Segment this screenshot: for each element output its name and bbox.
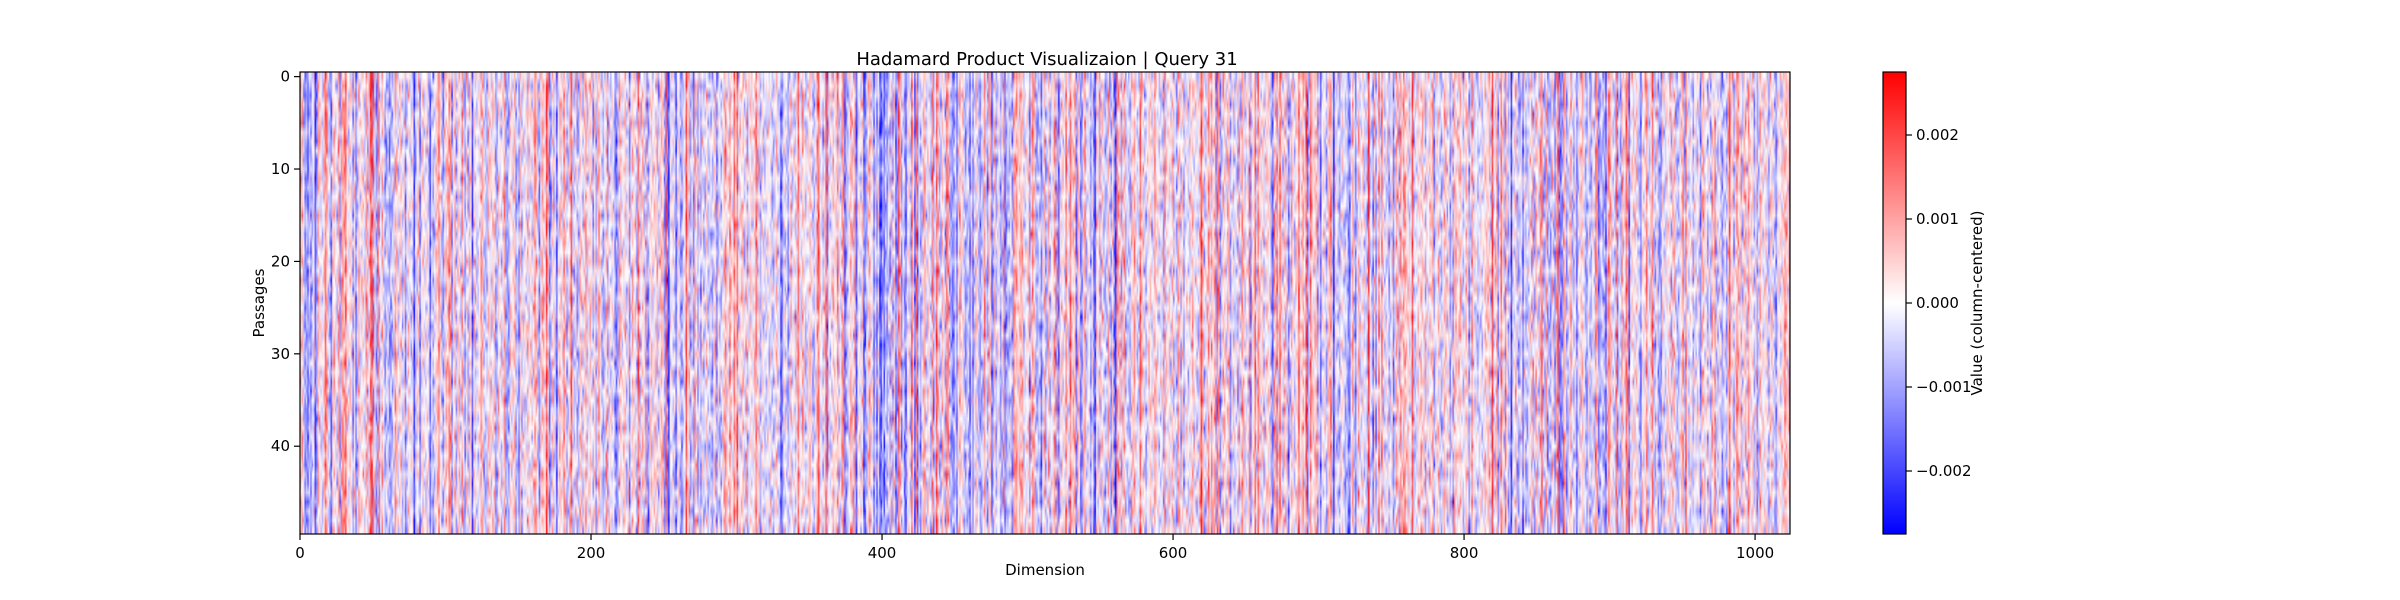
plot-frame — [299, 71, 1791, 535]
chart-title: Hadamard Product Visualizaion | Query 31 — [856, 49, 1237, 70]
y-axis-title: Passages — [250, 268, 268, 337]
colorbar-tick-label: −0.001 — [1916, 378, 1972, 396]
x-tick-label: 0 — [295, 544, 305, 562]
colorbar-label: Value (column-centered) — [1968, 211, 1986, 396]
colorbar — [1883, 72, 1906, 534]
x-axis: 0 200 400 600 800 1000 — [295, 534, 1774, 562]
colorbar-tick-label: 0.000 — [1916, 294, 1959, 312]
y-tick-label: 40 — [271, 437, 290, 455]
heatmap-image — [300, 72, 1790, 534]
y-axis: 0 10 20 30 40 — [271, 68, 300, 455]
colorbar-tick-label: 0.002 — [1916, 126, 1959, 144]
x-tick-label: 1000 — [1736, 544, 1774, 562]
x-tick-label: 800 — [1450, 544, 1479, 562]
x-axis-title: Dimension — [1005, 561, 1085, 579]
y-tick-label: 30 — [271, 345, 290, 363]
y-tick-label: 20 — [271, 252, 290, 270]
x-tick-label: 400 — [868, 544, 897, 562]
x-tick-label: 600 — [1159, 544, 1188, 562]
colorbar-tick-label: 0.001 — [1916, 210, 1959, 228]
colorbar-axis: 0.002 0.001 0.000 −0.001 −0.002 — [1906, 126, 1972, 480]
heatmap-plot-area — [299, 71, 1791, 535]
x-tick-label: 200 — [577, 544, 606, 562]
colorbar-tick-label: −0.002 — [1916, 462, 1972, 480]
y-tick-label: 0 — [280, 68, 290, 86]
y-tick-label: 10 — [271, 160, 290, 178]
